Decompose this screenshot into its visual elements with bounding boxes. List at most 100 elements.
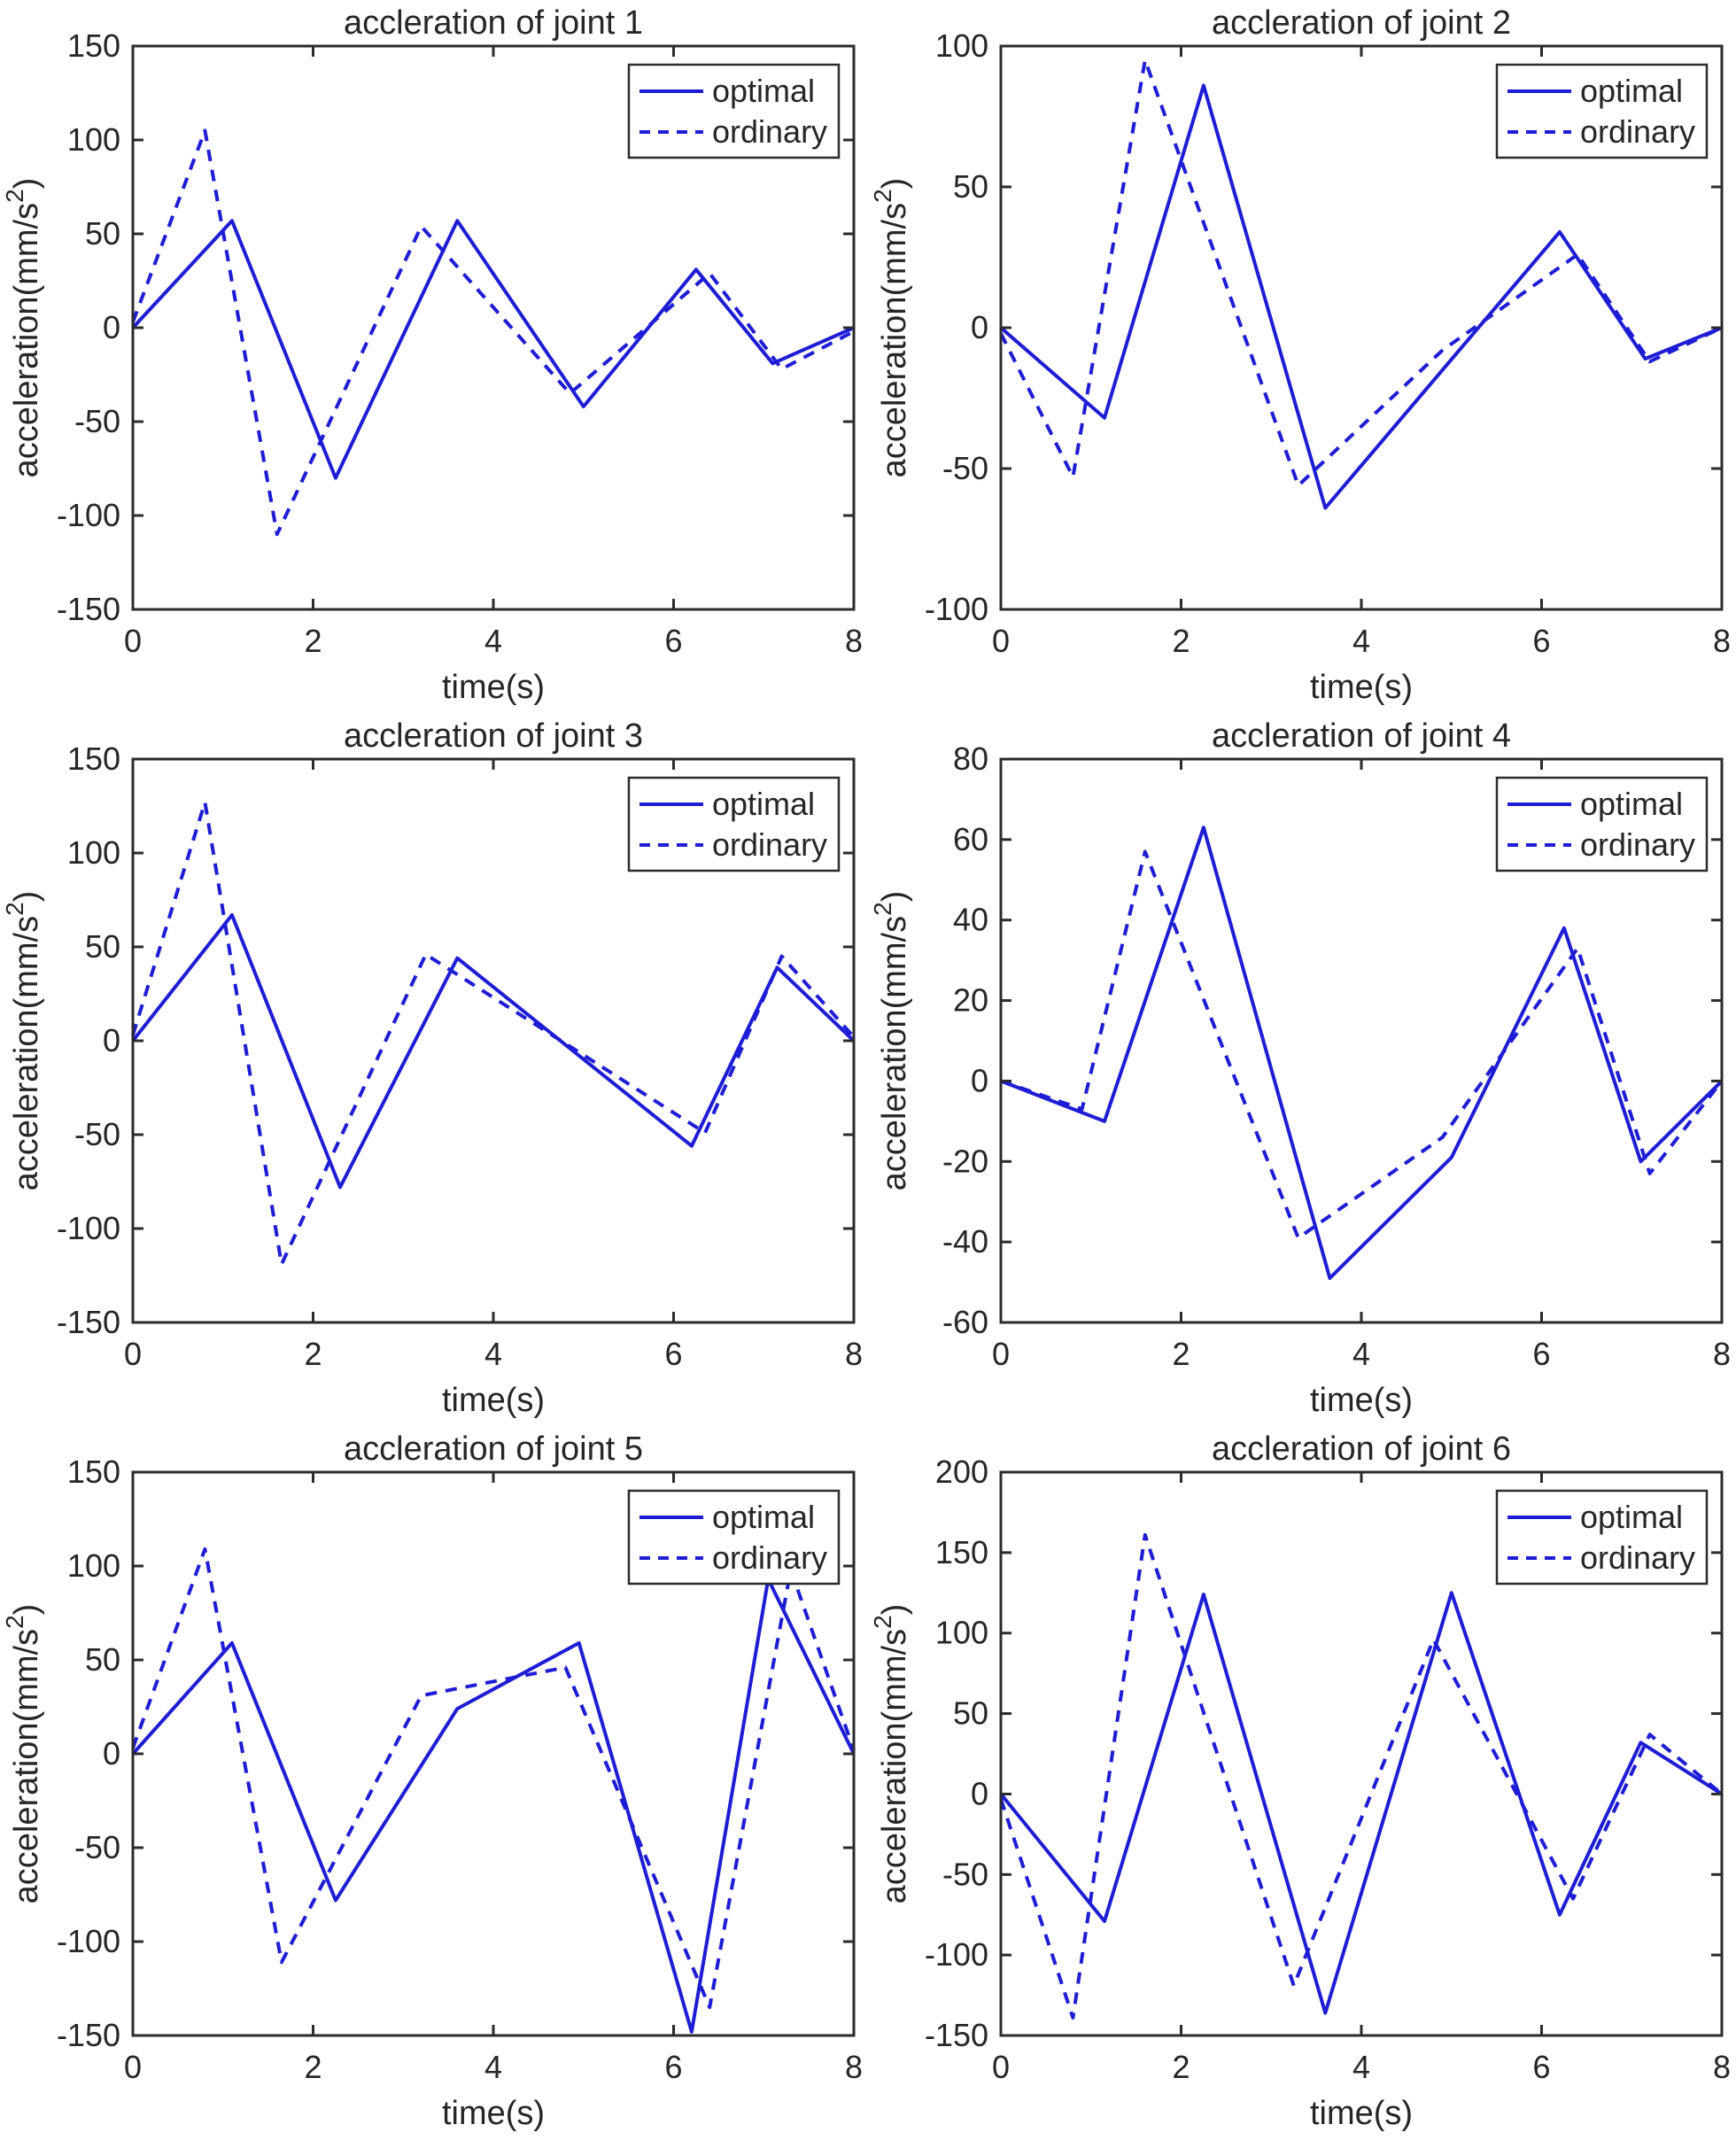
y-tick-label: -40 xyxy=(942,1223,988,1260)
y-tick-label: 50 xyxy=(85,928,120,965)
series-line-optimal xyxy=(131,1577,856,2034)
legend-label-optimal: optimal xyxy=(1580,1499,1683,1535)
x-tick-label: 0 xyxy=(124,623,142,659)
legend-box xyxy=(627,1489,841,1586)
x-tick-label: 6 xyxy=(664,623,682,659)
chart-title: accleration of joint 4 xyxy=(1212,717,1511,755)
y-axis-label: acceleration(mm/s2) xyxy=(1,1604,45,1904)
legend-box xyxy=(1495,63,1709,159)
y-tick-label: -100 xyxy=(925,1936,988,1973)
x-tick-label: 8 xyxy=(845,1336,863,1372)
y-tick-label: 60 xyxy=(953,821,988,857)
chart-canvas-joint-1: 0 2 4 6 8 -150 -100 -50 0 50 100 150 accleration of … xyxy=(0,0,868,713)
legend-label-optimal: optimal xyxy=(712,73,815,109)
series-line-ordinary xyxy=(131,800,856,1267)
x-axis-label: time(s) xyxy=(1310,2095,1413,2132)
y-tick-label: -150 xyxy=(57,2017,120,2053)
legend-label-optimal: optimal xyxy=(1580,73,1683,109)
y-tick-label: 200 xyxy=(935,1454,988,1490)
y-tick-label: -50 xyxy=(942,1856,988,1892)
y-tick-label: -100 xyxy=(57,1210,120,1246)
y-axis-label: acceleration(mm/s2) xyxy=(869,178,913,478)
y-tick-label: 0 xyxy=(971,1062,988,1098)
x-axis-label: time(s) xyxy=(1310,1382,1413,1419)
chart-canvas-joint-4: 0 2 4 6 8 -60 -40 -20 0 20 40 60 80 accleration of jo… xyxy=(868,713,1736,1426)
x-tick-label: 6 xyxy=(1532,2049,1550,2085)
chart-title: accleration of joint 1 xyxy=(344,4,643,42)
y-tick-label: 150 xyxy=(67,740,120,777)
y-axis-label: acceleration(mm/s2) xyxy=(869,1604,913,1904)
legend-label-ordinary: ordinary xyxy=(712,1539,827,1576)
y-tick-label: 40 xyxy=(953,902,988,938)
x-tick-label: 0 xyxy=(992,1336,1010,1372)
y-tick-label: 0 xyxy=(971,1775,988,1811)
x-tick-label: 4 xyxy=(1352,1336,1370,1372)
series-line-optimal xyxy=(999,1591,1724,2015)
series-line-ordinary xyxy=(999,58,1723,488)
x-tick-label: 6 xyxy=(1532,623,1550,659)
x-tick-label: 2 xyxy=(1172,623,1190,659)
subplot-acceleration-joint-3: 0 2 4 6 8 -150 -100 -50 0 50 100 150 accleration of … xyxy=(0,713,868,1426)
x-axis-label: time(s) xyxy=(1310,669,1413,706)
y-tick-label: -50 xyxy=(74,1116,120,1152)
x-tick-label: 8 xyxy=(1713,1336,1731,1372)
y-tick-label: 150 xyxy=(67,27,120,64)
series-line-optimal xyxy=(131,913,856,1190)
y-tick-label: 150 xyxy=(67,1454,120,1490)
y-tick-label: 0 xyxy=(103,309,120,345)
y-tick-label: -20 xyxy=(942,1143,988,1179)
y-axis-label: acceleration(mm/s2) xyxy=(1,891,45,1191)
legend-box xyxy=(1495,776,1709,872)
x-axis-label: time(s) xyxy=(442,669,545,706)
subplot-acceleration-joint-2: 0 2 4 6 8 -100 -50 0 50 100 accleration of joint 2… xyxy=(868,0,1736,713)
x-tick-label: 4 xyxy=(484,1336,502,1372)
y-tick-label: -150 xyxy=(925,2017,988,2053)
legend-box xyxy=(627,63,841,159)
series-line-ordinary xyxy=(999,1532,1724,2020)
chart-title: accleration of joint 3 xyxy=(344,717,643,755)
y-tick-label: 50 xyxy=(85,1641,120,1678)
y-tick-label: 150 xyxy=(935,1534,988,1570)
y-tick-label: -50 xyxy=(74,403,120,439)
x-tick-label: 2 xyxy=(304,1336,322,1372)
chart-title: accleration of joint 2 xyxy=(1212,4,1511,42)
series-line-optimal xyxy=(999,83,1723,510)
chart-title: accleration of joint 5 xyxy=(344,1431,643,1468)
legend-label-ordinary: ordinary xyxy=(1580,1539,1695,1576)
x-tick-label: 0 xyxy=(992,623,1010,659)
legend-box xyxy=(1495,1489,1709,1586)
x-tick-label: 4 xyxy=(1352,2049,1370,2085)
y-tick-label: 100 xyxy=(67,121,120,158)
subplot-acceleration-joint-4: 0 2 4 6 8 -60 -40 -20 0 20 40 60 80 accleration of jo… xyxy=(868,713,1736,1426)
x-tick-label: 8 xyxy=(845,2049,863,2085)
x-tick-label: 0 xyxy=(992,2049,1010,2085)
x-tick-label: 6 xyxy=(664,1336,682,1372)
legend-label-ordinary: ordinary xyxy=(1580,113,1695,150)
chart-canvas-joint-3: 0 2 4 6 8 -150 -100 -50 0 50 100 150 accleration of … xyxy=(0,713,868,1426)
y-tick-label: 0 xyxy=(971,309,988,345)
series-line-ordinary xyxy=(131,128,855,537)
series-line-ordinary xyxy=(131,1547,856,2010)
y-tick-label: -100 xyxy=(57,497,120,533)
y-tick-label: -100 xyxy=(925,591,988,627)
legend-label-optimal: optimal xyxy=(712,786,815,822)
series-line-optimal xyxy=(1000,826,1724,1280)
y-tick-label: 50 xyxy=(953,1695,988,1732)
y-tick-label: 100 xyxy=(935,1615,988,1651)
legend-label-optimal: optimal xyxy=(1580,786,1683,822)
subplot-acceleration-joint-6: 0 2 4 6 8 -150 -100 -50 0 50 100 150 200 accleration … xyxy=(868,1426,1736,2140)
x-tick-label: 2 xyxy=(1172,2049,1190,2085)
series-line-ordinary xyxy=(1000,849,1724,1240)
y-tick-label: 0 xyxy=(103,1735,120,1772)
y-axis-label: acceleration(mm/s2) xyxy=(869,891,913,1191)
y-tick-label: -150 xyxy=(57,591,120,627)
x-tick-label: 8 xyxy=(1713,2049,1731,2085)
x-tick-label: 8 xyxy=(1713,623,1731,659)
y-tick-label: -50 xyxy=(74,1829,120,1865)
legend-label-ordinary: ordinary xyxy=(712,826,827,863)
y-axis-label: acceleration(mm/s2) xyxy=(1,178,45,478)
y-tick-label: -50 xyxy=(942,450,988,486)
x-axis-label: time(s) xyxy=(442,2095,545,2132)
y-tick-label: 20 xyxy=(953,982,988,1019)
